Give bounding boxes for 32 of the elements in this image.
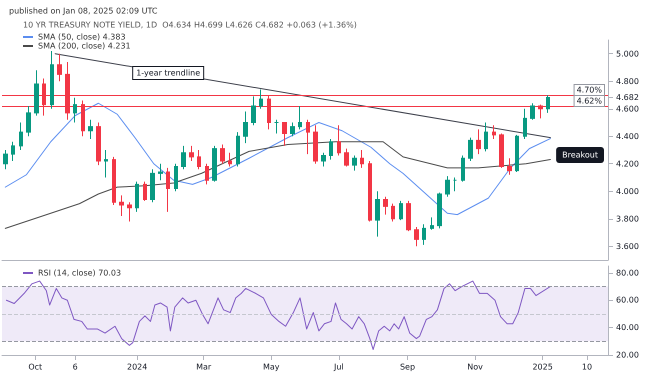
x-tick-label: May: [262, 362, 280, 372]
y-tick-label: 5.000: [616, 49, 639, 58]
legend-label: SMA (200, close) 4.231: [38, 42, 131, 50]
x-tick-label: 10: [582, 362, 592, 372]
y-tick-label: 4.400: [616, 132, 639, 141]
y-tick-label: 60.00: [616, 296, 639, 305]
y-tick-label: 4.000: [616, 186, 639, 196]
y-tick-label: 4.800: [616, 76, 639, 86]
legend-label: RSI (14, close) 70.03: [38, 268, 122, 278]
x-tick-label: 2024: [126, 362, 148, 372]
y-tick-label: 3.800: [616, 214, 639, 224]
x-tick-label: Oct: [28, 362, 42, 372]
y-tick-label: 4.200: [616, 159, 639, 168]
chart-subtitle: published on Jan 08, 2025 02:09 UTC: [9, 6, 158, 16]
x-tick-label: Nov: [467, 362, 484, 372]
annotation: Breakout: [562, 150, 598, 160]
annotation: 1-year trendline: [136, 68, 200, 78]
y-tick-label: 20.00: [616, 350, 639, 360]
x-tick-label: 6: [72, 362, 78, 372]
x-tick-label: Sep: [400, 362, 416, 372]
y-tick-label: 40.00: [616, 323, 639, 332]
ref-line-label: 4.70%: [576, 86, 602, 94]
x-tick-label: Mar: [196, 362, 212, 372]
x-tick-label: Jul: [332, 362, 344, 372]
y-tick-label: 4.682: [616, 92, 639, 102]
x-tick-label: 2025: [532, 362, 553, 372]
y-tick-label: 4.600: [616, 104, 639, 114]
chart-title: 10 YR TREASURY NOTE YIELD, 1D O4.634 H4.699 L4.626 C4.682 +0.063 (+1.36%): [23, 20, 357, 30]
ref-line-label: 4.62%: [576, 96, 602, 106]
legend-label: SMA (50, close) 4.383: [38, 32, 126, 42]
y-tick-label: 3.600: [616, 242, 639, 251]
y-tick-label: 80.00: [616, 268, 639, 278]
